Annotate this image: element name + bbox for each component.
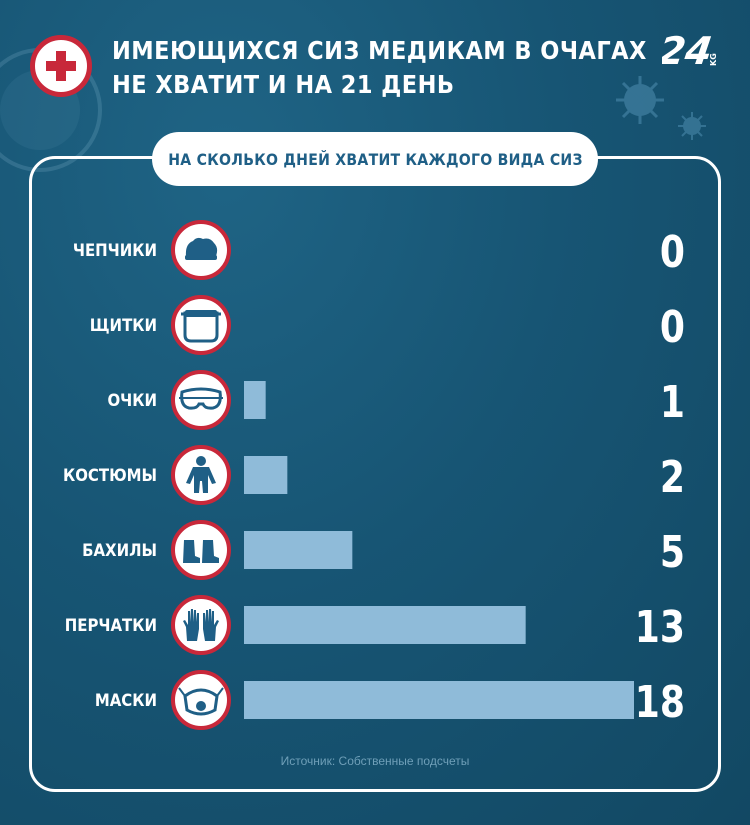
value-label: 13 [635, 603, 685, 653]
suit-icon [171, 445, 231, 505]
category-label: МАСКИ [95, 690, 157, 710]
medical-cross-icon [30, 35, 92, 97]
bar [244, 531, 353, 569]
logo-suffix: KG [709, 53, 718, 66]
logo-number: 24 [662, 30, 715, 70]
bar [244, 606, 526, 644]
source-note: Источник: Собственные подсчеты [280, 754, 470, 768]
category-label: ЩИТКИ [90, 315, 157, 335]
subtitle-text: НА СКОЛЬКО ДНЕЙ ХВАТИТ КАЖДОГО ВИДА СИЗ [167, 149, 583, 169]
value-label: 2 [660, 453, 685, 503]
bar [244, 681, 634, 719]
shoe-covers-icon [171, 520, 231, 580]
gloves-icon [171, 595, 231, 655]
category-label: ПЕРЧАТКИ [65, 615, 157, 635]
cap-icon [171, 220, 231, 280]
value-label: 0 [660, 303, 685, 353]
category-label: БАХИЛЫ [82, 540, 157, 560]
bar [244, 456, 288, 494]
bar [244, 381, 266, 419]
face-shield-icon [171, 295, 231, 355]
logo: 24 KG [662, 30, 718, 70]
value-label: 18 [635, 678, 685, 728]
category-label: ЧЕПЧИКИ [73, 240, 157, 260]
value-label: 1 [660, 378, 685, 428]
title-line-2: НЕ ХВАТИТ И НА 21 ДЕНЬ [112, 70, 455, 99]
value-label: 5 [660, 528, 685, 578]
mask-icon [171, 670, 231, 730]
category-label: КОСТЮМЫ [63, 465, 157, 485]
goggles-icon [171, 370, 231, 430]
chart-subtitle: НА СКОЛЬКО ДНЕЙ ХВАТИТ КАЖДОГО ВИДА СИЗ [152, 132, 598, 186]
virus-decoration-icon [616, 76, 706, 140]
value-label: 0 [660, 228, 685, 278]
title-line-1: ИМЕЮЩИХСЯ СИЗ МЕДИКАМ В ОЧАГАХ [112, 36, 647, 65]
category-label: ОЧКИ [107, 390, 157, 410]
page-title: ИМЕЮЩИХСЯ СИЗ МЕДИКАМ В ОЧАГАХ НЕ ХВАТИТ… [112, 34, 647, 102]
